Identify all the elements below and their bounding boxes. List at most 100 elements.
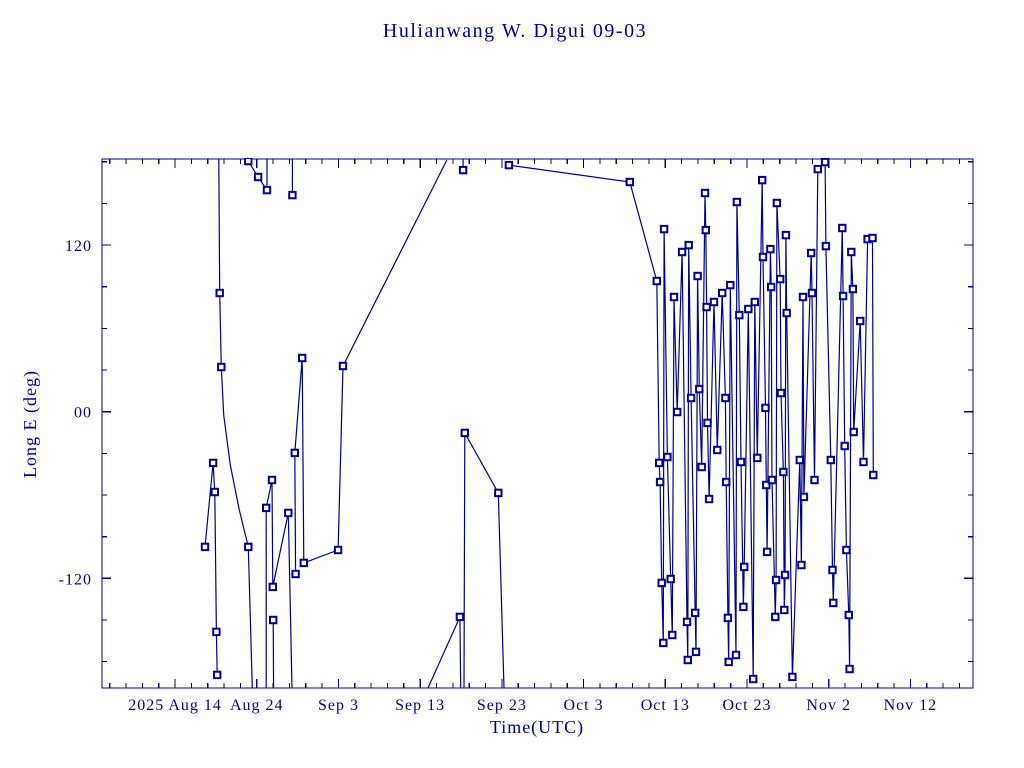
data-point-marker (797, 560, 806, 570)
data-point-marker (701, 225, 710, 235)
data-point-marker (869, 470, 878, 480)
data-point-marker (799, 492, 809, 502)
data-polyline (508, 160, 874, 680)
data-point-marker (722, 477, 731, 487)
data-point-marker (772, 198, 782, 208)
data-point-marker (702, 302, 711, 312)
data-point-marker (290, 448, 300, 458)
chart-title: Hulianwang W. Digui 09-03 (383, 20, 647, 42)
data-point-marker (693, 271, 702, 281)
x-tick-label: Nov 2 (806, 697, 851, 714)
data-point-marker (736, 457, 746, 467)
data-point-marker (762, 480, 771, 490)
x-tick-label: 2025 Aug 14 (128, 697, 222, 714)
data-point-marker (713, 445, 722, 455)
data-polyline (265, 479, 293, 689)
plot-border (101, 158, 974, 689)
data-point-marker (333, 545, 343, 555)
data-point-marker (724, 657, 733, 667)
axis-tick-labels: 2025 Aug 14 Aug 24 Sep 3 Sep 13 Sep 23 Oct 3 O… (59, 238, 938, 714)
data-point-marker (868, 233, 877, 243)
data-point-marker (677, 247, 687, 257)
data-point-marker (655, 458, 664, 468)
data-point-marker (284, 508, 293, 518)
data-point-marker (262, 185, 272, 195)
x-tick-label: Nov 12 (884, 697, 938, 714)
data-point-marker (673, 407, 682, 417)
data-point-marker (758, 252, 768, 262)
y-tick-label: 00 (74, 405, 92, 422)
data-point-marker (767, 475, 777, 485)
data-point-marker (726, 280, 735, 290)
data-point-marker (458, 165, 468, 175)
data-point-marker (848, 284, 858, 294)
data-point-marker (709, 297, 719, 307)
data-series (200, 158, 878, 689)
data-point-marker (244, 542, 253, 552)
data-point-marker (798, 292, 808, 302)
data-point-marker (291, 569, 300, 579)
data-point-marker (776, 388, 786, 398)
data-point-marker (856, 316, 865, 326)
data-point-marker (655, 477, 665, 487)
data-point-marker (704, 494, 714, 504)
data-point-marker (795, 455, 804, 465)
x-tick-label: Oct 3 (564, 697, 604, 714)
x-tick-label: Sep 23 (477, 697, 527, 714)
data-point-marker (771, 612, 780, 622)
data-point-marker (652, 276, 661, 286)
data-polyline (427, 616, 462, 689)
data-point-marker (731, 650, 741, 660)
data-point-marker (695, 384, 704, 394)
data-point-marker (750, 297, 759, 307)
data-point-marker (213, 670, 222, 680)
y-tick-label: -120 (59, 571, 92, 588)
data-point-marker (691, 647, 701, 657)
data-point-marker (780, 605, 789, 615)
data-point-marker (215, 288, 224, 298)
data-point-marker (212, 627, 221, 637)
data-point-marker (771, 575, 781, 585)
data-point-marker (847, 247, 856, 257)
data-point-marker (744, 304, 753, 314)
data-point-marker (504, 160, 514, 170)
plot-frame (101, 158, 974, 689)
data-point-marker (840, 441, 849, 451)
data-point-marker (758, 175, 767, 185)
data-point-marker (781, 230, 791, 240)
data-point-marker (732, 197, 742, 207)
axis-ticks (102, 159, 973, 688)
data-point-marker (298, 353, 307, 363)
data-point-marker (663, 452, 672, 462)
data-point-marker (460, 428, 470, 438)
data-point-marker (739, 602, 748, 612)
x-tick-label: Sep 13 (395, 697, 445, 714)
data-point-marker (807, 288, 817, 298)
data-point-marker (267, 475, 277, 485)
data-point-marker (338, 361, 348, 371)
data-point-marker (849, 427, 858, 437)
x-tick-label: Oct 13 (641, 697, 690, 714)
data-point-marker (217, 362, 226, 372)
data-point-marker (779, 467, 788, 477)
data-point-marker (625, 177, 634, 187)
data-point-marker (723, 613, 733, 623)
data-point-marker (820, 158, 830, 167)
x-tick-label: Oct 23 (722, 697, 771, 714)
data-point-marker (666, 574, 675, 584)
data-point-marker (838, 291, 848, 301)
data-point-marker (494, 488, 503, 498)
data-point-marker (659, 638, 668, 648)
data-point-marker (776, 274, 785, 284)
data-point-marker (682, 617, 692, 627)
data-point-marker (838, 223, 847, 233)
y-tick-label: 120 (65, 238, 92, 255)
data-polyline (463, 430, 505, 689)
data-point-marker (657, 578, 666, 588)
data-polyline (247, 159, 268, 193)
data-point-marker (828, 565, 837, 575)
data-point-marker (749, 674, 758, 684)
data-point-marker (659, 224, 669, 234)
